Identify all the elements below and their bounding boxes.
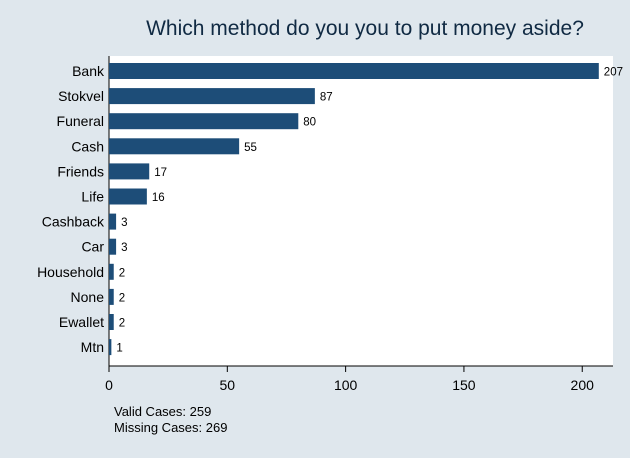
category-label-none: None	[71, 289, 105, 305]
bar-car	[109, 238, 117, 255]
category-labels-group: Bank Stokvel Funeral Cash Friends Life Cashbac…	[37, 63, 105, 355]
bar-funeral	[109, 113, 299, 130]
category-label-cash: Cash	[71, 138, 104, 154]
category-label-friends: Friends	[57, 163, 104, 179]
bar-none	[109, 288, 114, 305]
bar-stokvel	[109, 88, 315, 105]
bar-friends	[109, 163, 150, 180]
category-label-cashback: Cashback	[42, 214, 105, 230]
value-labels-group: 207 87 80 55 17 16 3 3 2 2 2 1	[116, 67, 623, 355]
x-ticks-group: 0 50 100 150 200	[105, 366, 594, 393]
x-tick-label-50: 50	[220, 377, 236, 393]
value-label-bank: 207	[604, 67, 623, 79]
category-label-car: Car	[81, 239, 104, 255]
chart-title: Which method do you you to put money asi…	[146, 17, 584, 40]
x-tick-label-0: 0	[105, 377, 113, 393]
value-label-mtn: 1	[116, 343, 122, 355]
missing-cases-note: Missing Cases: 269	[114, 420, 228, 435]
value-label-friends: 17	[154, 167, 167, 179]
value-label-funeral: 80	[303, 117, 316, 129]
category-label-household: Household	[37, 264, 104, 280]
value-label-ewallet: 2	[119, 318, 125, 330]
valid-cases-note: Valid Cases: 259	[114, 404, 212, 419]
x-tick-label-200: 200	[571, 377, 595, 393]
bar-cash	[109, 138, 240, 155]
category-label-funeral: Funeral	[57, 113, 104, 129]
value-label-car: 3	[121, 242, 127, 254]
category-label-stokvel: Stokvel	[58, 88, 104, 104]
category-label-life: Life	[81, 189, 104, 205]
value-label-household: 2	[119, 267, 125, 279]
value-label-life: 16	[152, 192, 165, 204]
value-label-cashback: 3	[121, 217, 127, 229]
bar-life	[109, 188, 147, 205]
value-label-none: 2	[119, 292, 125, 304]
value-label-stokvel: 87	[320, 92, 333, 104]
x-tick-label-150: 150	[452, 377, 476, 393]
bar-mtn	[109, 339, 112, 356]
bar-ewallet	[109, 314, 114, 330]
plot-area	[109, 56, 613, 366]
bar-bank	[109, 63, 599, 79]
value-label-cash: 55	[244, 142, 257, 154]
bar-cashback	[109, 213, 117, 230]
x-tick-label-100: 100	[334, 377, 358, 393]
bars-group	[109, 63, 599, 356]
category-label-ewallet: Ewallet	[59, 314, 104, 330]
category-label-bank: Bank	[72, 63, 105, 79]
category-label-mtn: Mtn	[81, 339, 104, 355]
bar-household	[109, 263, 114, 280]
